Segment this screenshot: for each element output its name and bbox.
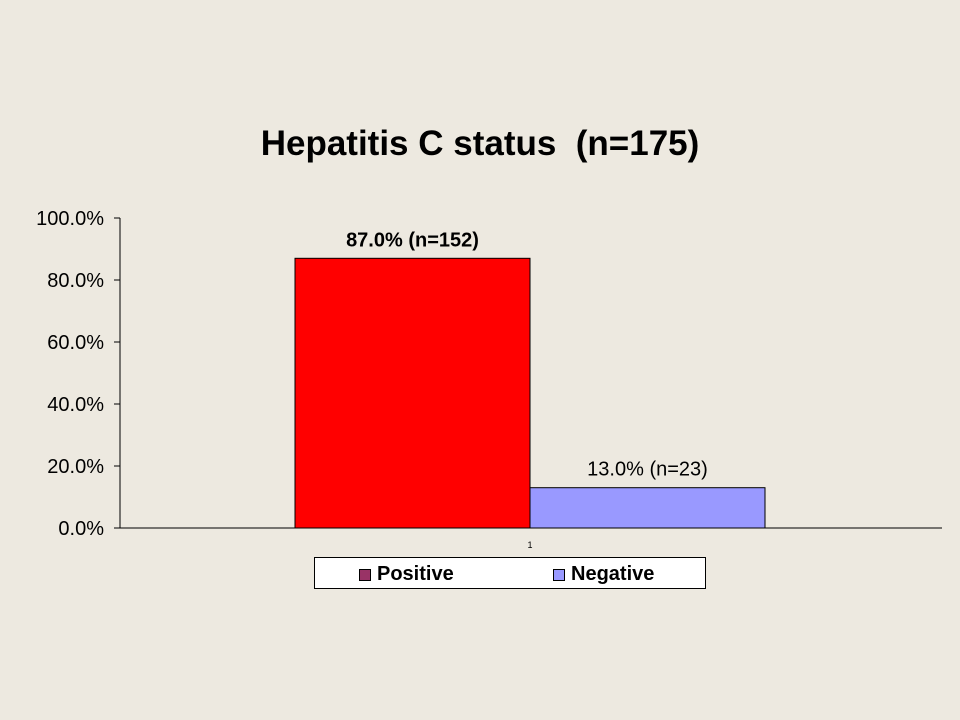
chart-legend: Positive Negative xyxy=(314,557,706,589)
legend-item-negative: Negative xyxy=(553,563,654,586)
y-tick-label: 60.0% xyxy=(47,332,104,354)
legend-label-negative: Negative xyxy=(571,563,655,585)
bar-positive xyxy=(294,257,531,529)
y-tick-label: 20.0% xyxy=(47,456,104,478)
y-tick-label: 100.0% xyxy=(36,208,104,230)
bar-negative xyxy=(529,487,766,529)
y-tick-label: 40.0% xyxy=(47,394,104,416)
legend-swatch-positive xyxy=(359,568,371,581)
y-tick-label: 80.0% xyxy=(47,270,104,292)
legend-item-positive: Positive xyxy=(359,563,454,586)
data-label-negative: 13.0% (n=23) xyxy=(587,459,708,481)
legend-swatch-negative xyxy=(553,568,565,581)
data-label-positive: 87.0% (n=152) xyxy=(346,229,479,251)
x-tick-label: 1 xyxy=(527,540,532,550)
chart-title: Hepatitis C status (n=175) xyxy=(260,124,700,163)
y-tick-label: 0.0% xyxy=(58,518,104,540)
legend-label-positive: Positive xyxy=(377,563,454,585)
